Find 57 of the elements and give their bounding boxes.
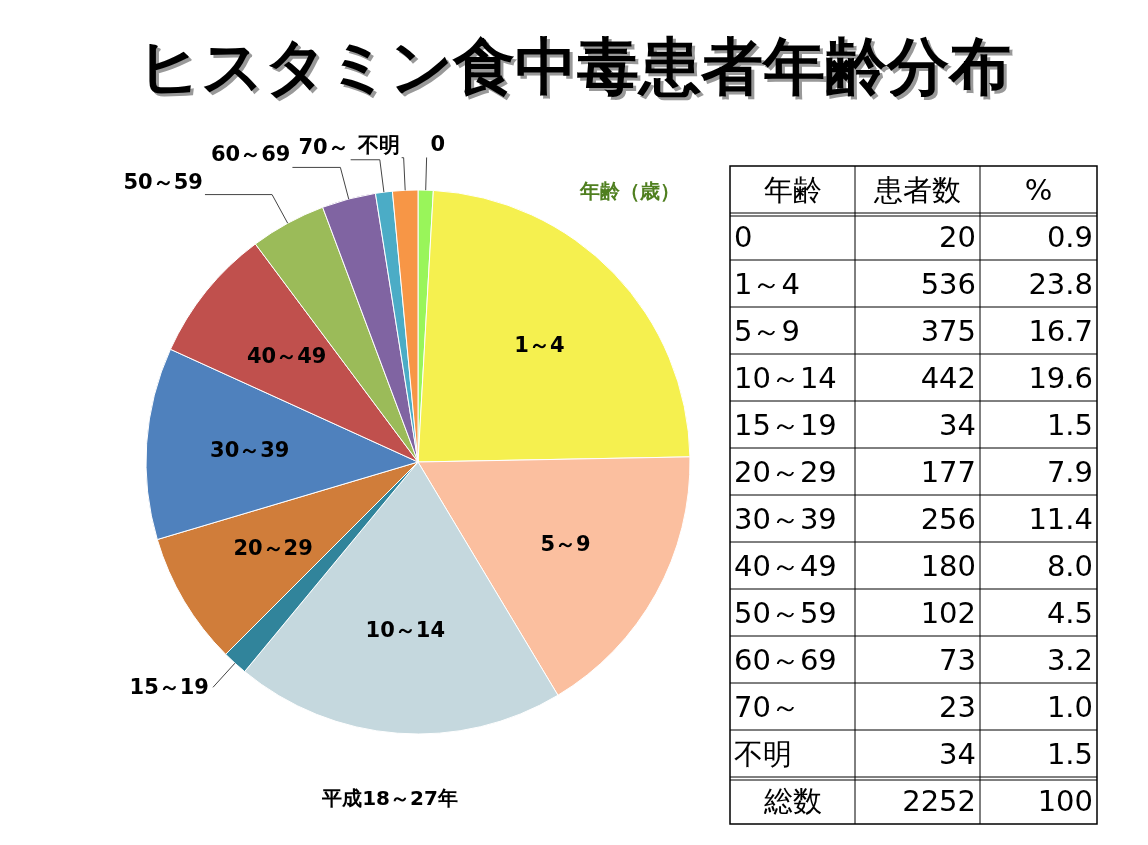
text: 442 <box>920 360 976 395</box>
text: 患者数 <box>873 172 961 207</box>
text: 8.0 <box>1046 548 1093 583</box>
text: 7.9 <box>1046 454 1093 489</box>
chart-title: ヒスタミン食中毒患者年齢分布 <box>140 33 1014 106</box>
text: 1.5 <box>1046 407 1093 442</box>
text: 256 <box>920 501 976 536</box>
slice-label: 10～14 <box>365 618 446 643</box>
text: 年齢 <box>763 172 822 207</box>
text: 40～49 <box>734 548 837 583</box>
text: 70～ <box>734 689 800 724</box>
text: 180 <box>920 548 976 583</box>
text: 100 <box>1037 783 1093 818</box>
slice-label: 1～4 <box>514 333 565 358</box>
text: 73 <box>939 642 976 677</box>
slice-label: 15～19 <box>129 675 209 700</box>
text: 不明 <box>734 736 792 771</box>
text: 34 <box>939 736 976 771</box>
slice-label: 50～59 <box>123 169 203 194</box>
text: 0.9 <box>1046 219 1093 254</box>
text: 102 <box>920 595 976 630</box>
text: 20 <box>939 219 976 254</box>
slice-label: 不明 <box>356 132 400 157</box>
text: 23 <box>939 689 976 724</box>
text: 60～69 <box>734 642 837 677</box>
slice-label: 70～ <box>298 134 349 159</box>
text: 3.2 <box>1046 642 1093 677</box>
text: 4.5 <box>1046 595 1093 630</box>
text: 20～29 <box>734 454 837 489</box>
text: 1～4 <box>734 266 800 301</box>
slice-label: 60～69 <box>210 142 291 167</box>
slice-label: 30～39 <box>210 438 290 463</box>
text: 19.6 <box>1028 360 1093 395</box>
text: 1.0 <box>1046 689 1093 724</box>
text: 375 <box>920 313 976 348</box>
text: 536 <box>920 266 976 301</box>
slice-label: 20～29 <box>233 536 313 561</box>
text: 総数 <box>762 783 822 818</box>
text: 15～19 <box>734 407 837 442</box>
slice-label: 0 <box>430 132 446 157</box>
text: 年齢（歳） <box>579 179 680 203</box>
text: 10～14 <box>734 360 837 395</box>
text: 34 <box>939 407 976 442</box>
text: 177 <box>920 454 976 489</box>
text: 30～39 <box>734 501 837 536</box>
slice-label: 5～9 <box>540 531 591 556</box>
text: 11.4 <box>1028 501 1093 536</box>
text: 0 <box>734 219 753 254</box>
text: 平成18～27年 <box>321 786 458 810</box>
text: 1.5 <box>1046 736 1093 771</box>
text: 16.7 <box>1028 313 1093 348</box>
text: 2252 <box>902 783 976 818</box>
text: 50～59 <box>734 595 837 630</box>
text: 5～9 <box>734 313 800 348</box>
text: % <box>1024 172 1053 207</box>
text: 23.8 <box>1028 266 1093 301</box>
slice-label: 40～49 <box>246 344 327 369</box>
